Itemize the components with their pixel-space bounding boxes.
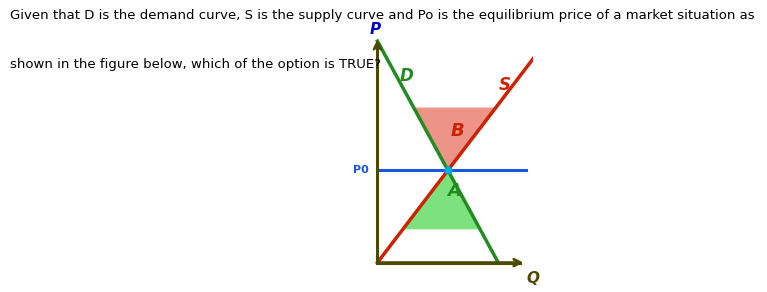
Text: S: S	[499, 76, 512, 94]
Text: P: P	[369, 22, 380, 37]
Text: shown in the figure below, which of the option is TRUE?: shown in the figure below, which of the …	[10, 58, 381, 72]
Polygon shape	[413, 107, 495, 170]
Text: B: B	[450, 122, 464, 140]
Text: D: D	[400, 67, 413, 85]
Text: P0: P0	[353, 165, 369, 175]
Text: Q: Q	[526, 272, 539, 286]
Text: Given that D is the demand curve, S is the supply curve and Po is the equilibriu: Given that D is the demand curve, S is t…	[10, 9, 755, 22]
Text: A: A	[446, 182, 461, 200]
Polygon shape	[403, 170, 480, 230]
